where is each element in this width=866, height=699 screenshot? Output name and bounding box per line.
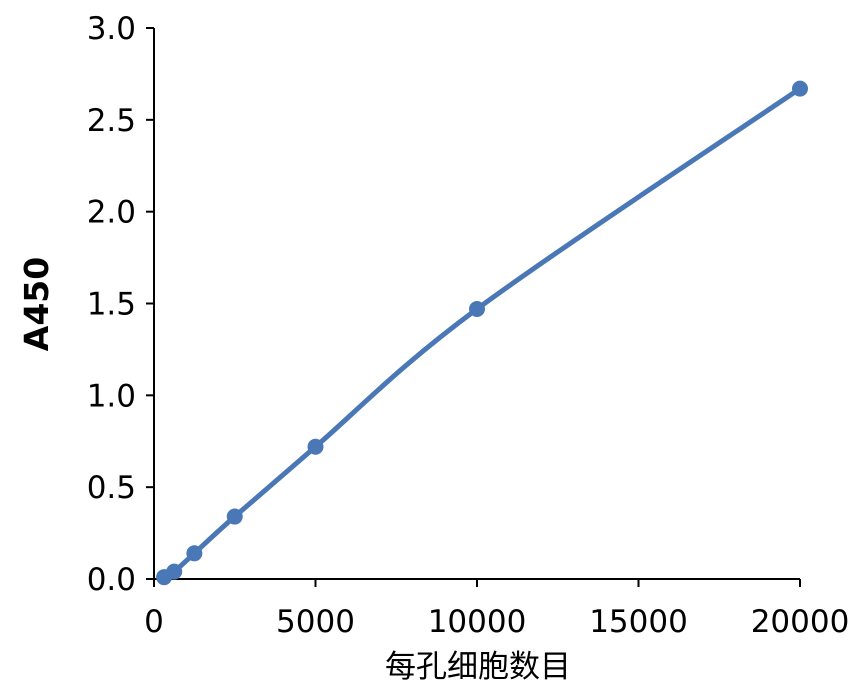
y-tick-label: 0.5 <box>87 470 136 506</box>
y-tick-label: 1.5 <box>87 287 136 323</box>
y-tick-label: 2.0 <box>87 195 136 231</box>
x-tick-label: 10000 <box>428 604 527 640</box>
y-tick-label: 1.0 <box>87 378 136 414</box>
y-tick-label: 2.5 <box>87 103 136 139</box>
x-tick-label: 20000 <box>751 604 850 640</box>
x-axis-title: 每孔细胞数目 <box>385 649 571 685</box>
x-tick-label: 5000 <box>276 604 355 640</box>
ticks-layer: 0.0 0.5 1.0 1.5 2.0 2.5 3.0 0 5000 10000 15000 2000… <box>87 11 850 640</box>
data-point <box>307 438 324 455</box>
data-point <box>166 563 183 580</box>
series-line <box>161 86 803 580</box>
x-tick-label: 15000 <box>589 604 688 640</box>
data-point <box>226 508 243 525</box>
data-point <box>469 301 485 318</box>
data-point <box>186 545 203 562</box>
x-tick-label: 0 <box>144 604 164 640</box>
y-tick-label: 3.0 <box>87 11 136 47</box>
points-layer <box>156 80 808 586</box>
y-tick-label: 0.0 <box>87 562 136 598</box>
data-point <box>792 80 808 97</box>
y-axis-title: A450 <box>17 257 56 351</box>
series-layer <box>161 86 803 580</box>
